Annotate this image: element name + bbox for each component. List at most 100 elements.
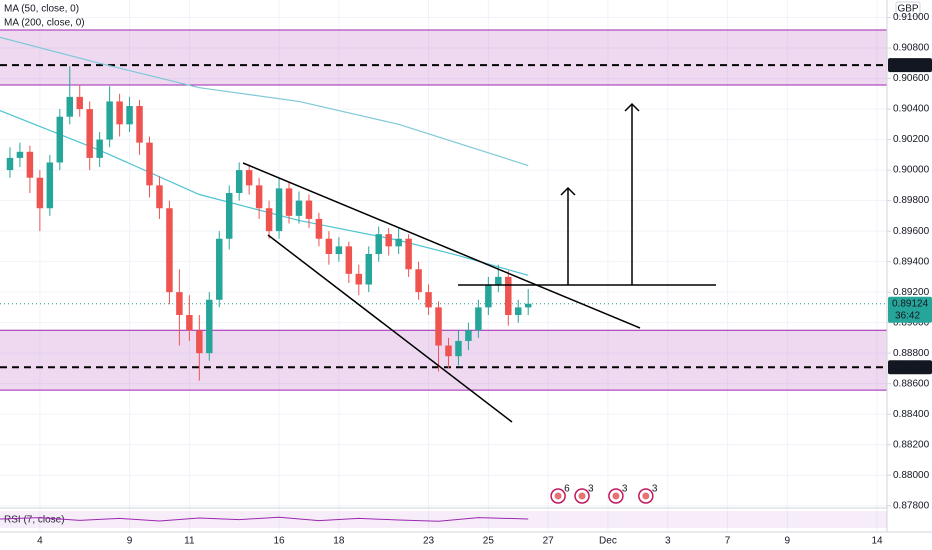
candle-body bbox=[216, 238, 223, 300]
candle-body bbox=[425, 292, 432, 308]
candle-body bbox=[156, 185, 163, 209]
x-tick-label: 18 bbox=[333, 536, 345, 547]
candle-body bbox=[225, 192, 233, 239]
candle-body bbox=[96, 139, 103, 158]
candle-body bbox=[275, 188, 283, 232]
candle-body bbox=[16, 151, 24, 158]
y-tick-label: 0.88600 bbox=[893, 378, 930, 389]
candle-body bbox=[495, 276, 502, 285]
y-tick-label: 0.88000 bbox=[893, 470, 930, 481]
candle-body bbox=[116, 101, 123, 125]
countdown: 36:42 bbox=[895, 310, 920, 321]
candle-body bbox=[245, 170, 253, 186]
rsi-line bbox=[0, 516, 529, 522]
candle-body bbox=[176, 292, 183, 316]
legend-entry: MA (50, close, 0) bbox=[4, 4, 79, 15]
candle-body bbox=[435, 307, 442, 346]
y-tick-label: 0.88200 bbox=[893, 439, 930, 450]
x-tick-label: Dec bbox=[599, 536, 617, 547]
arrow-head bbox=[624, 102, 640, 112]
candle-body bbox=[235, 170, 243, 193]
event-count: 3 bbox=[652, 484, 658, 495]
event-count: 6 bbox=[564, 484, 570, 495]
level-tag bbox=[888, 360, 932, 375]
level-label: 0.90688 bbox=[892, 60, 929, 71]
candle-body bbox=[255, 185, 263, 209]
candle-body bbox=[515, 307, 522, 316]
grid bbox=[0, 0, 887, 532]
candle-body bbox=[46, 162, 54, 209]
candle-body bbox=[76, 96, 83, 110]
x-tick-label: 9 bbox=[785, 536, 791, 547]
candle-body bbox=[126, 106, 133, 125]
y-tick-label: 0.91000 bbox=[893, 12, 930, 23]
candle-body bbox=[106, 101, 113, 140]
candle-body bbox=[524, 303, 532, 308]
candle-body bbox=[345, 246, 353, 274]
y-tick-label: 0.89800 bbox=[893, 195, 930, 206]
event-icon-inner bbox=[578, 492, 586, 500]
event-icon-inner bbox=[612, 492, 620, 500]
y-tick-label: 0.87800 bbox=[893, 500, 930, 511]
plot bbox=[0, 36, 887, 381]
drawings bbox=[242, 102, 716, 423]
arrow-head bbox=[560, 186, 576, 196]
x-tick-label: 25 bbox=[483, 536, 495, 547]
y-tick-label: 0.90200 bbox=[893, 134, 930, 145]
y-tick-label: 0.89400 bbox=[893, 256, 930, 267]
currency: GBP bbox=[897, 4, 918, 15]
candle-body bbox=[485, 284, 492, 308]
x-tick-label: 4 bbox=[37, 536, 43, 547]
candle-body bbox=[415, 269, 422, 293]
x-tick-label: 16 bbox=[273, 536, 285, 547]
candle-body bbox=[505, 276, 512, 316]
candle-body bbox=[315, 218, 323, 239]
candle-body bbox=[305, 200, 313, 219]
y-tick-label: 0.90600 bbox=[893, 73, 930, 84]
y-tick-label: 0.90000 bbox=[893, 165, 930, 176]
y-tick-label: 0.89600 bbox=[893, 226, 930, 237]
rsi-label: RSI (7, close) bbox=[4, 515, 65, 526]
candle-body bbox=[196, 330, 203, 354]
legend-entry: MA (200, close, 0) bbox=[4, 18, 85, 29]
event-count: 3 bbox=[622, 484, 628, 495]
x-tick-label: 23 bbox=[423, 536, 435, 547]
zone bbox=[0, 30, 887, 85]
currency-box bbox=[895, 1, 921, 17]
x-tick-label: 14 bbox=[871, 536, 883, 547]
candle-body bbox=[375, 234, 382, 254]
ma-line bbox=[0, 36, 529, 167]
candle-body bbox=[66, 96, 74, 117]
x-tick-label: 3 bbox=[665, 536, 671, 547]
x-tick-label: 9 bbox=[127, 536, 133, 547]
event-icon-inner bbox=[554, 492, 562, 500]
trend-line bbox=[242, 162, 641, 329]
candle-body bbox=[325, 238, 333, 254]
zones bbox=[0, 29, 887, 391]
level-label: 0.88708 bbox=[892, 362, 929, 373]
candle-body bbox=[475, 307, 482, 331]
candle-body bbox=[455, 340, 462, 357]
candle-body bbox=[166, 208, 173, 293]
y-tick-label: 0.89200 bbox=[893, 287, 930, 298]
candle-body bbox=[6, 157, 14, 171]
x-tick-label: 27 bbox=[543, 536, 555, 547]
candle-body bbox=[335, 246, 343, 254]
candle-body bbox=[36, 177, 44, 209]
candle-body bbox=[186, 315, 193, 331]
candle-body bbox=[136, 106, 143, 143]
candle-body bbox=[56, 116, 64, 163]
candle-body bbox=[265, 208, 273, 232]
y-tick-label: 0.89000 bbox=[893, 317, 930, 328]
candle-body bbox=[465, 330, 472, 341]
candle-body bbox=[146, 142, 153, 186]
rsi-band bbox=[0, 511, 887, 528]
candle-body bbox=[26, 151, 34, 178]
candle-body bbox=[445, 345, 452, 357]
event-icon-inner bbox=[642, 492, 650, 500]
candle-body bbox=[365, 254, 372, 285]
x-tick-label: 11 bbox=[184, 536, 195, 547]
level-tag bbox=[888, 58, 932, 73]
candle-body bbox=[285, 188, 293, 216]
